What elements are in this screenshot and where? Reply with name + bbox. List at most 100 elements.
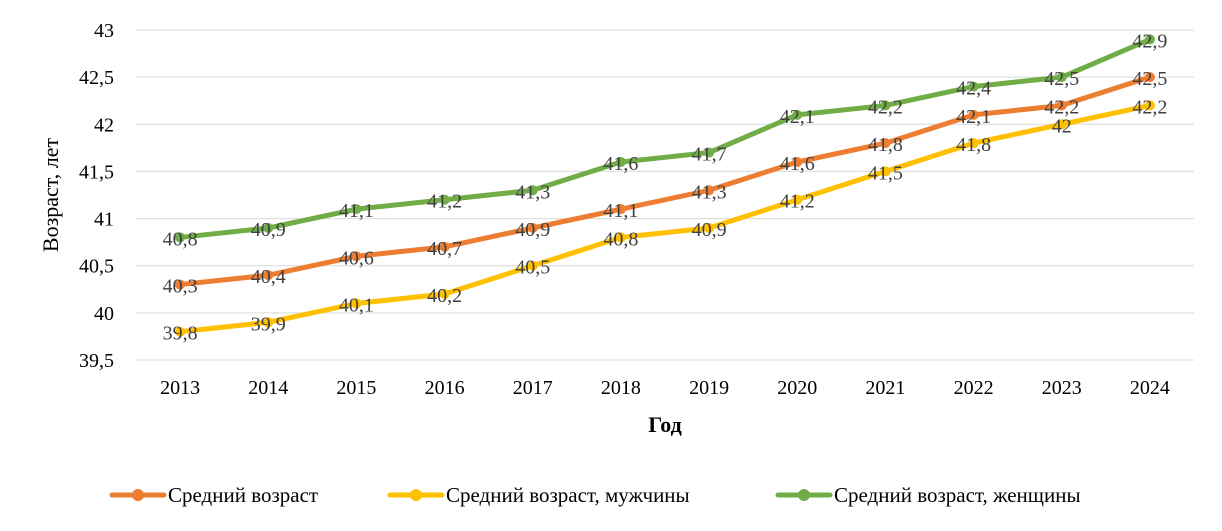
data-point <box>175 279 186 290</box>
x-tick-label: 2014 <box>248 377 288 399</box>
y-axis-title: Возраст, лет <box>38 138 63 253</box>
data-label: 42,5 <box>1132 68 1167 90</box>
data-point <box>439 241 450 252</box>
data-label: 41,1 <box>603 200 638 222</box>
data-point <box>792 109 803 120</box>
data-label: 42,2 <box>1132 96 1167 118</box>
data-label: 39,8 <box>163 323 198 345</box>
x-tick-label: 2017 <box>513 377 553 399</box>
y-tick-label: 42,5 <box>79 67 114 89</box>
y-tick-label: 39,5 <box>79 350 114 372</box>
data-point <box>968 138 979 149</box>
legend: Средний возраст Средний возраст, мужчины С… <box>109 483 1081 507</box>
data-label: 41,6 <box>603 153 638 175</box>
data-point <box>1056 119 1067 130</box>
data-point <box>351 251 362 262</box>
data-point <box>1144 100 1155 111</box>
legend-item: Средний возраст, женщины <box>775 483 1081 507</box>
data-point <box>1144 34 1155 45</box>
data-point <box>1144 72 1155 83</box>
data-labels: 40,3 40,4 40,6 40,7 40,9 41,1 41,3 41,6 41,8 42,1… <box>163 30 1168 344</box>
data-label: 40,8 <box>603 228 638 250</box>
y-tick-label: 43 <box>94 20 114 42</box>
x-tick-label: 2020 <box>777 377 817 399</box>
x-tick-label: 2016 <box>425 377 465 399</box>
x-tick-label: 2019 <box>689 377 729 399</box>
legend-label: Средний возраст, женщины <box>834 483 1081 507</box>
legend-swatch-marker <box>132 489 144 501</box>
data-point <box>704 185 715 196</box>
data-label: 40,9 <box>515 219 550 241</box>
data-point <box>527 185 538 196</box>
data-label: 42,2 <box>868 96 903 118</box>
data-label: 42,4 <box>956 78 991 100</box>
data-label: 41,3 <box>692 181 727 203</box>
data-point <box>968 81 979 92</box>
y-tick-label: 41 <box>94 209 114 231</box>
data-point <box>351 204 362 215</box>
data-point <box>351 298 362 309</box>
data-point <box>615 232 626 243</box>
data-label: 42,5 <box>1044 68 1079 90</box>
data-label: 42,1 <box>956 106 991 128</box>
legend-label: Средний возраст <box>168 483 318 507</box>
x-tick-label: 2021 <box>865 377 905 399</box>
data-point <box>792 194 803 205</box>
data-label: 41,8 <box>868 134 903 156</box>
data-point <box>1056 72 1067 83</box>
y-tick-label: 40,5 <box>79 256 114 278</box>
legend-swatch-marker <box>798 489 810 501</box>
data-point <box>527 260 538 271</box>
x-axis-title: Год <box>648 412 682 437</box>
data-label: 40,9 <box>251 219 286 241</box>
data-point <box>968 109 979 120</box>
series-line <box>177 36 1153 240</box>
data-label: 41,2 <box>780 191 815 213</box>
data-label: 40,7 <box>427 238 462 260</box>
data-label: 42 <box>1052 115 1072 137</box>
y-tick-label: 42 <box>94 114 114 136</box>
data-label: 40,3 <box>163 276 198 298</box>
y-tick-label: 40 <box>94 303 114 325</box>
data-label: 41,8 <box>956 134 991 156</box>
data-label: 40,2 <box>427 285 462 307</box>
legend-swatch-marker <box>410 489 422 501</box>
x-tick-label: 2024 <box>1130 377 1170 399</box>
data-label: 40,5 <box>515 257 550 279</box>
data-label: 40,6 <box>339 247 374 269</box>
data-point <box>439 289 450 299</box>
data-label: 41,3 <box>515 181 550 203</box>
y-axis-ticks: 39,5 40 40,5 41 41,5 42 42,5 43 <box>79 20 114 372</box>
x-axis-ticks: 2013 2014 2015 2016 2017 2018 2019 2020 2021 2022… <box>160 377 1170 399</box>
data-label: 40,9 <box>692 219 727 241</box>
data-point <box>615 204 626 215</box>
data-point <box>704 147 715 158</box>
x-tick-label: 2022 <box>954 377 994 399</box>
data-label: 42,9 <box>1132 30 1167 52</box>
data-point <box>527 223 538 233</box>
data-point <box>704 223 715 233</box>
data-label: 41,7 <box>692 144 727 166</box>
data-label: 41,6 <box>780 153 815 175</box>
data-point <box>175 232 186 243</box>
x-tick-label: 2018 <box>601 377 641 399</box>
data-point <box>263 223 274 233</box>
data-point <box>880 138 891 149</box>
x-tick-label: 2013 <box>160 377 200 399</box>
data-label: 42,2 <box>1044 96 1079 118</box>
data-label: 40,1 <box>339 294 374 316</box>
data-point <box>175 326 186 337</box>
data-label: 41,1 <box>339 200 374 222</box>
data-point <box>263 317 274 328</box>
y-tick-label: 41,5 <box>79 161 114 183</box>
data-point <box>263 270 274 281</box>
legend-item: Средний возраст <box>109 483 318 507</box>
data-point <box>880 100 891 111</box>
legend-label: Средний возраст, мужчины <box>446 483 690 507</box>
series-lines <box>175 34 1155 337</box>
data-label: 40,4 <box>251 266 286 288</box>
data-point <box>615 157 626 167</box>
data-label: 42,1 <box>780 106 815 128</box>
